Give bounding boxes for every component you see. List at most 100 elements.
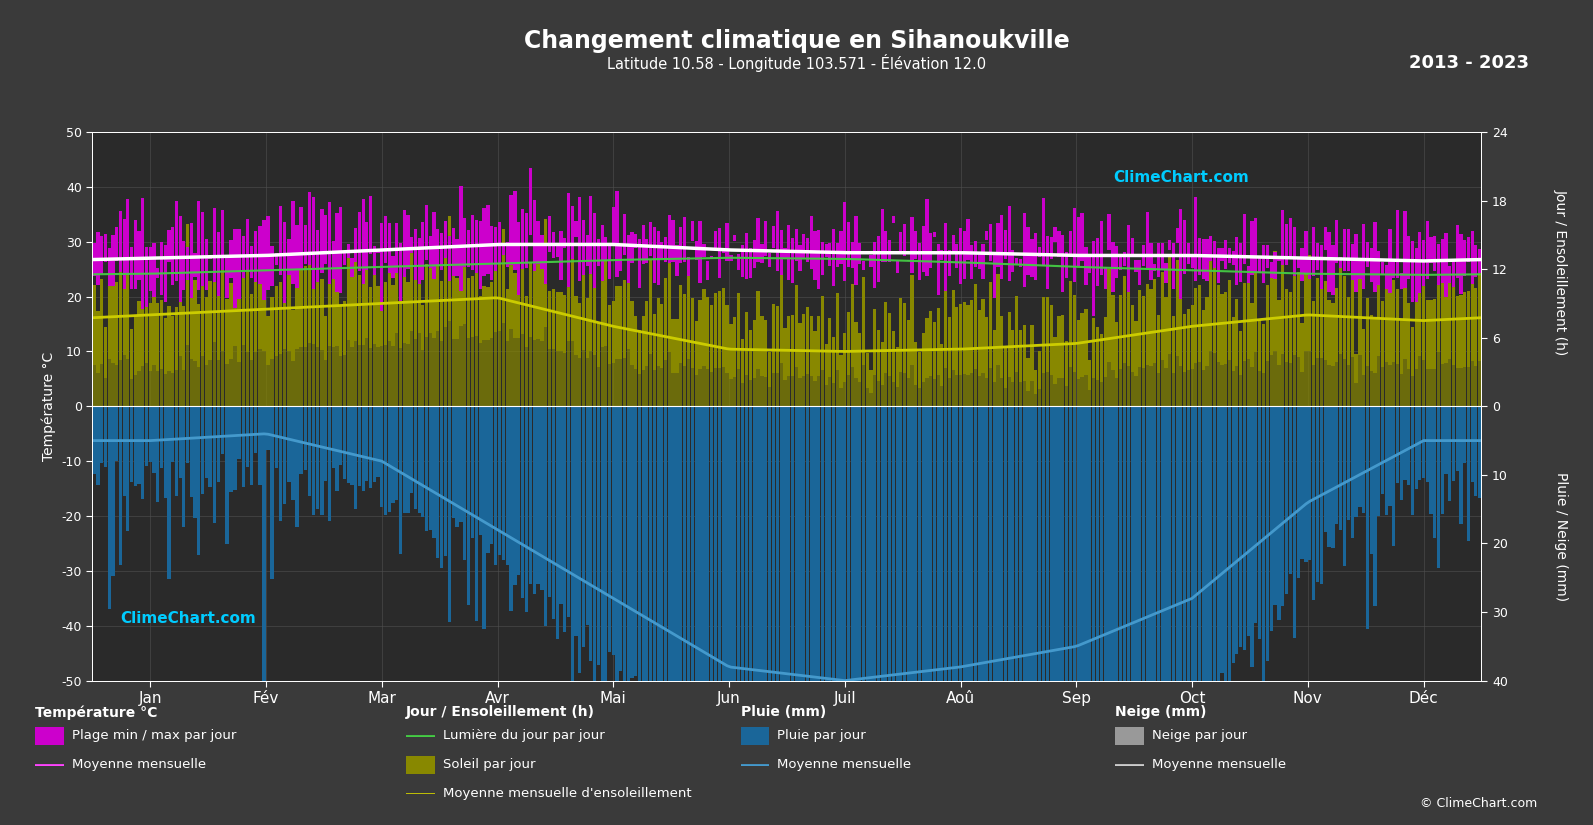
Bar bbox=[421, 304, 424, 350]
Bar bbox=[865, 406, 868, 805]
Bar bbox=[1362, 375, 1365, 406]
Bar bbox=[710, 406, 714, 751]
Bar bbox=[929, 406, 932, 825]
Bar bbox=[521, 333, 524, 406]
Bar bbox=[137, 301, 140, 370]
Bar bbox=[1118, 256, 1123, 270]
Bar bbox=[100, 280, 104, 364]
Bar bbox=[779, 230, 782, 276]
Bar bbox=[406, 215, 409, 268]
Bar bbox=[746, 233, 749, 279]
Bar bbox=[1327, 232, 1330, 292]
Bar bbox=[589, 351, 593, 406]
Bar bbox=[687, 268, 690, 359]
Bar bbox=[1085, 309, 1088, 375]
Bar bbox=[1104, 406, 1107, 808]
Bar bbox=[1332, 406, 1335, 548]
Bar bbox=[798, 245, 801, 271]
Bar bbox=[779, 363, 782, 406]
Bar bbox=[1115, 322, 1118, 378]
Bar bbox=[478, 221, 481, 290]
Bar bbox=[284, 349, 287, 406]
Bar bbox=[623, 406, 626, 719]
Bar bbox=[847, 406, 851, 819]
Bar bbox=[370, 287, 373, 348]
Bar bbox=[918, 351, 921, 389]
Bar bbox=[1281, 355, 1284, 406]
Bar bbox=[1327, 365, 1330, 406]
Bar bbox=[1327, 300, 1330, 365]
Bar bbox=[926, 318, 929, 378]
Bar bbox=[175, 406, 178, 497]
Bar bbox=[1131, 238, 1134, 256]
Bar bbox=[978, 376, 981, 406]
Bar bbox=[1278, 365, 1281, 406]
Bar bbox=[365, 406, 368, 481]
Bar bbox=[159, 299, 162, 370]
Bar bbox=[918, 406, 921, 779]
Bar bbox=[467, 338, 470, 406]
Bar bbox=[1340, 257, 1343, 268]
Bar bbox=[432, 212, 435, 280]
Bar bbox=[906, 320, 910, 379]
Bar bbox=[429, 250, 432, 332]
Bar bbox=[1335, 220, 1338, 263]
Bar bbox=[1050, 305, 1053, 375]
Bar bbox=[1426, 406, 1429, 483]
Bar bbox=[209, 406, 212, 487]
Bar bbox=[1157, 243, 1160, 277]
Bar bbox=[648, 354, 652, 406]
Bar bbox=[1246, 359, 1249, 406]
Bar bbox=[237, 406, 241, 459]
Bar bbox=[1373, 406, 1376, 606]
Bar bbox=[186, 406, 190, 464]
Bar bbox=[1123, 252, 1126, 266]
Bar bbox=[532, 269, 535, 340]
Bar bbox=[1112, 295, 1115, 370]
Bar bbox=[1467, 406, 1470, 540]
Bar bbox=[570, 249, 573, 341]
Bar bbox=[911, 365, 914, 406]
Bar bbox=[873, 309, 876, 375]
Bar bbox=[730, 379, 733, 406]
Bar bbox=[1217, 406, 1220, 825]
Bar bbox=[1273, 351, 1276, 406]
Bar bbox=[1217, 285, 1220, 362]
Bar bbox=[1115, 378, 1118, 406]
Bar bbox=[1289, 218, 1292, 259]
Bar bbox=[331, 272, 335, 346]
Bar bbox=[307, 254, 311, 343]
Bar bbox=[1061, 315, 1064, 378]
Text: Jour / Ensoleillement (h): Jour / Ensoleillement (h) bbox=[406, 705, 596, 719]
Bar bbox=[233, 346, 237, 406]
Bar bbox=[922, 226, 926, 272]
Bar bbox=[263, 351, 266, 406]
Bar bbox=[683, 366, 687, 406]
Bar bbox=[1389, 406, 1392, 506]
Bar bbox=[870, 393, 873, 406]
Bar bbox=[556, 406, 559, 639]
Bar bbox=[204, 365, 207, 406]
Bar bbox=[1445, 406, 1448, 474]
Bar bbox=[667, 351, 671, 406]
Bar bbox=[1066, 406, 1069, 761]
Text: Changement climatique en Sihanoukville: Changement climatique en Sihanoukville bbox=[524, 29, 1069, 53]
Bar bbox=[615, 406, 618, 682]
Bar bbox=[1004, 230, 1007, 258]
Bar bbox=[1327, 406, 1330, 547]
Bar bbox=[486, 287, 489, 340]
Bar bbox=[746, 375, 749, 406]
Bar bbox=[518, 270, 521, 337]
Bar bbox=[1266, 285, 1270, 361]
Bar bbox=[1212, 406, 1215, 684]
Bar bbox=[675, 245, 679, 276]
Bar bbox=[609, 305, 612, 364]
Bar bbox=[1042, 373, 1045, 406]
Bar bbox=[873, 375, 876, 406]
Bar bbox=[752, 406, 755, 761]
Bar bbox=[1324, 406, 1327, 531]
Bar bbox=[1020, 406, 1023, 773]
Bar bbox=[679, 406, 682, 775]
Bar bbox=[328, 202, 331, 284]
Bar bbox=[1042, 406, 1045, 808]
